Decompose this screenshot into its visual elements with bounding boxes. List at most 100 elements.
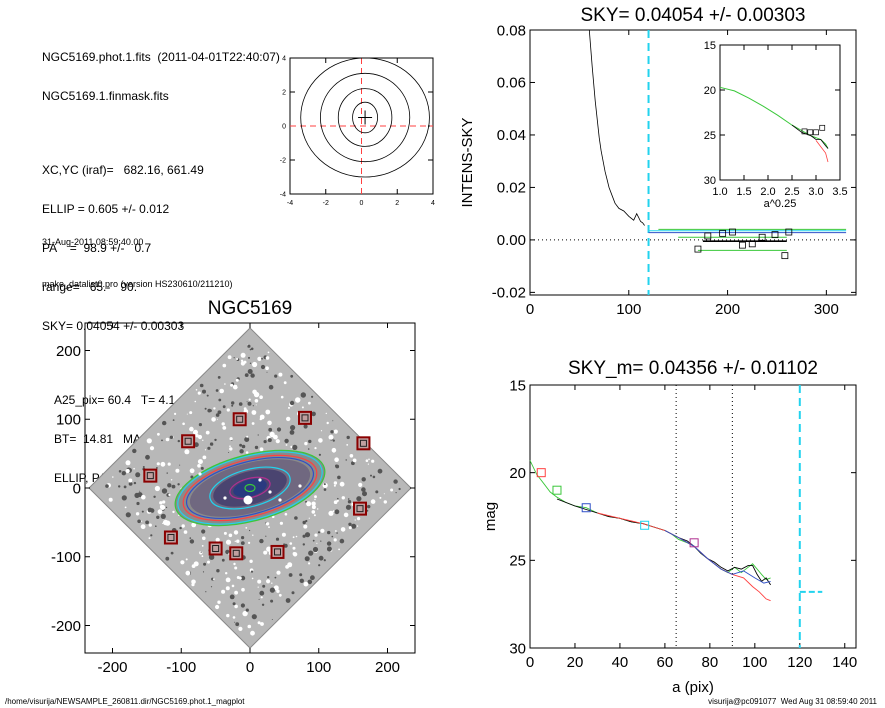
noise-speck [248, 541, 251, 545]
noise-speck [332, 439, 335, 442]
noise-speck [308, 550, 314, 556]
galaxy-image [88, 327, 412, 649]
noise-speck [345, 504, 352, 510]
noise-speck [257, 434, 259, 436]
noise-speck [320, 528, 325, 533]
noise-speck [216, 569, 220, 573]
sky-sample-box [353, 501, 367, 516]
noise-speck [231, 584, 235, 588]
noise-speck [257, 579, 262, 584]
noise-speck [240, 359, 244, 362]
noise-speck [232, 602, 236, 606]
noise-speck [370, 499, 376, 504]
noise-speck [189, 468, 195, 474]
noise-speck [311, 411, 316, 417]
date-line: 31-Aug-2011 08:59:40.00 [42, 237, 144, 247]
noise-speck [334, 457, 339, 463]
isophote-ellipse [182, 454, 318, 522]
noise-speck [311, 395, 314, 398]
noise-speck [135, 472, 141, 478]
noise-speck [377, 468, 383, 474]
noise-speck [332, 420, 334, 422]
noise-speck [250, 570, 254, 573]
noise-speck [367, 504, 371, 509]
inset-xtick-label: 3.0 [808, 186, 823, 198]
noise-speck [323, 483, 326, 486]
noise-speck [288, 406, 290, 409]
footer-path: /home/visurija/NEWSAMPLE_260811.dir/NGC5… [5, 697, 245, 706]
contour-ytick-label: 0 [282, 123, 286, 130]
noise-speck [204, 449, 207, 451]
noise-speck [204, 407, 207, 410]
mag-marker-box [536, 468, 546, 478]
noise-speck [249, 362, 252, 364]
noise-speck [317, 508, 319, 510]
noise-speck [193, 429, 198, 435]
noise-speck [300, 392, 306, 398]
noise-speck [265, 409, 271, 415]
mag-xlabel: a (pix) [672, 679, 714, 696]
noise-speck [189, 411, 193, 415]
noise-speck [186, 413, 188, 415]
noise-speck [348, 522, 352, 526]
inset-xtick-label: 3.5 [832, 186, 847, 198]
noise-speck [289, 542, 293, 545]
sky-sample-inner [212, 545, 220, 552]
sky-title: SKY= 0.04054 +/- 0.00303 [580, 5, 805, 26]
noise-speck [155, 525, 157, 527]
sky-sample-inner [232, 549, 240, 557]
noise-speck [267, 351, 270, 354]
mag-title: SKY_m= 0.04356 +/- 0.01102 [568, 358, 818, 379]
noise-speck [289, 430, 295, 435]
sky-ytick-label: 0.08 [497, 22, 526, 39]
inset-ytick-label: 25 [704, 130, 716, 142]
noise-speck [125, 512, 131, 518]
noise-speck [185, 558, 188, 561]
isophote-ellipse [185, 457, 315, 519]
masked-dot [298, 484, 302, 488]
noise-speck [161, 439, 163, 442]
noise-speck [160, 505, 166, 510]
sky-ylabel: INTENS-SKY [459, 117, 476, 207]
noise-speck [229, 594, 235, 600]
noise-speck [249, 559, 253, 563]
noise-speck [234, 604, 238, 609]
noise-speck [258, 598, 260, 600]
noise-speck [215, 537, 220, 543]
noise-speck [240, 575, 246, 581]
noise-speck [197, 391, 201, 395]
noise-speck [352, 458, 357, 463]
noise-speck [320, 430, 323, 432]
noise-speck [250, 347, 254, 351]
noise-speck [157, 432, 160, 436]
noise-speck [269, 587, 275, 593]
mag-frame [529, 384, 857, 649]
noise-speck [351, 461, 355, 466]
noise-speck [148, 537, 151, 540]
inset-red-line [815, 140, 829, 163]
noise-speck [240, 541, 245, 545]
noise-speck [371, 459, 375, 463]
noise-speck [233, 357, 235, 359]
noise-speck [301, 406, 304, 409]
noise-speck [323, 488, 327, 491]
noise-speck [195, 389, 198, 391]
noise-speck [207, 560, 210, 564]
sky-xtick-label: 300 [814, 301, 839, 318]
noise-speck [275, 537, 280, 541]
noise-speck [249, 529, 251, 532]
noise-speck [132, 448, 137, 454]
mag-marker-box [689, 538, 699, 548]
noise-speck [170, 479, 173, 481]
image-xtick-label: -200 [97, 659, 127, 676]
noise-speck [312, 539, 315, 542]
contour-ytick-label: 4 [282, 55, 286, 62]
noise-speck [145, 520, 150, 525]
noise-speck [251, 410, 257, 415]
noise-speck [303, 524, 308, 529]
noise-speck [303, 424, 308, 429]
noise-speck [266, 371, 268, 373]
noise-speck [247, 401, 252, 406]
noise-speck [318, 438, 323, 443]
noise-speck [217, 600, 221, 604]
